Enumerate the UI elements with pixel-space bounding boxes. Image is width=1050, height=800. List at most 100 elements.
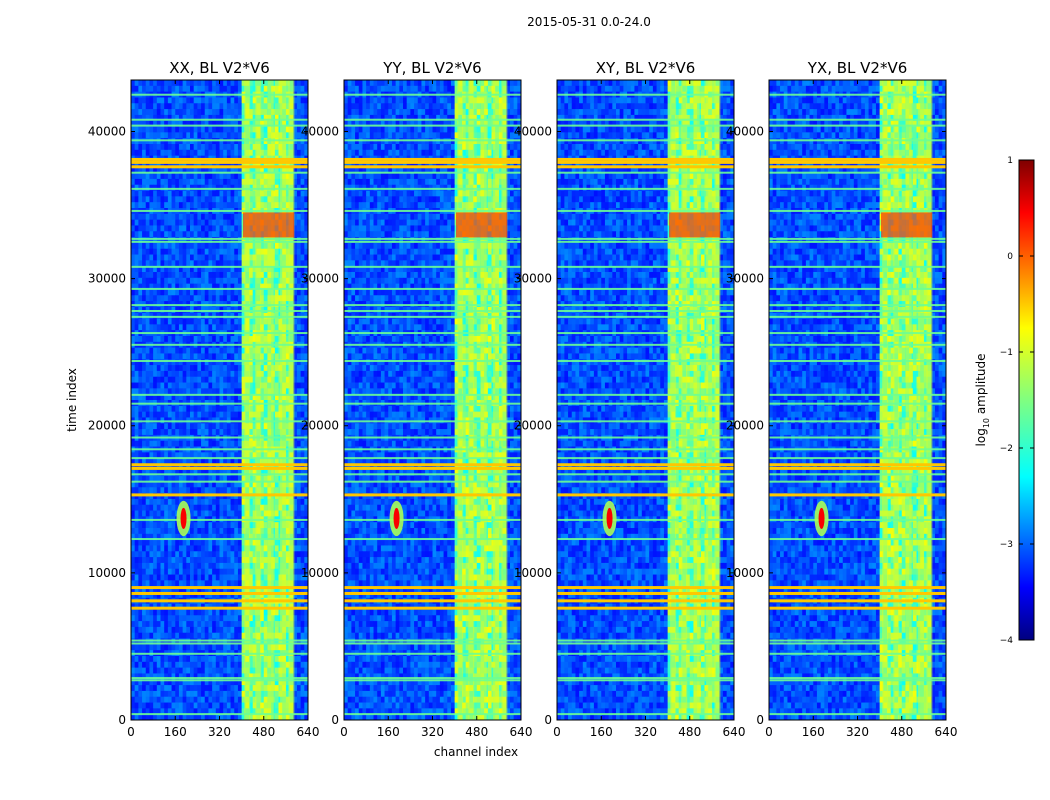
rfi-row-strong [557,160,734,164]
rfi-burst [243,212,295,238]
rfi-row [131,240,308,243]
rfi-row [131,420,308,423]
rfi-row [344,448,521,451]
rfi-row [769,209,946,212]
rfi-row [131,118,308,121]
rfi-row-strong [769,165,946,169]
x-tick-label: 160 [377,725,400,739]
rfi-row [131,93,308,96]
y-tick-label: 0 [544,713,552,727]
rfi-row [557,677,734,680]
y-tick-label: 20000 [88,419,126,433]
rfi-row [131,473,308,476]
rfi-row [769,436,946,439]
rfi-row [557,343,734,346]
rfi-column [706,80,713,720]
heatmap-image [557,80,734,720]
rfi-row-strong [557,493,734,497]
rfi-row-strong [344,586,521,590]
rfi-row-strong [557,591,734,595]
colorbar-label-main: log [974,428,988,446]
y-tick-label: 40000 [726,124,764,138]
rfi-row [344,343,521,346]
rfi-row [769,124,946,127]
rfi-row [557,124,734,127]
heatmap-image [769,80,946,720]
rfi-column [493,80,500,720]
rfi-row [769,420,946,423]
y-tick-label: 10000 [301,566,339,580]
rfi-column [905,80,912,720]
colorbar-tick-label: 1 [1007,156,1013,166]
rfi-row [557,360,734,363]
rfi-row [769,448,946,451]
rfi-row [131,124,308,127]
colorbar-label-sub: 10 [982,418,991,428]
rfi-row [131,518,308,521]
panel-yx: YX, BL V2*V6 0 160 320 480 640 0 10000 20000 3000… [726,59,958,739]
rfi-row [344,309,521,312]
x-tick-label: 0 [765,725,773,739]
rfi-row [557,309,734,312]
rfi-row-strong [557,463,734,467]
rfi-row [769,118,946,121]
rfi-row [557,652,734,655]
rfi-row [131,237,308,240]
colorbar-tick-label: −4 [1000,636,1014,646]
y-tick-label: 30000 [514,272,552,286]
rfi-row-strong [557,165,734,169]
rfi-column [501,80,508,720]
panel-title: YX, BL V2*V6 [807,59,908,77]
transient-core [818,507,825,530]
rfi-row-strong [344,466,521,470]
x-tick-label: 480 [252,725,275,739]
rfi-column [468,80,475,720]
rfi-row [769,713,946,716]
rfi-row [557,436,734,439]
rfi-row [344,93,521,96]
colorbar-gradient [1018,159,1035,641]
y-tick-label: 40000 [88,124,126,138]
rfi-row [769,518,946,521]
rfi-row [557,420,734,423]
y-tick-label: 40000 [301,124,339,138]
rfi-row [344,679,521,682]
rfi-row [344,639,521,642]
rfi-row [344,457,521,460]
rfi-row-strong [131,591,308,595]
rfi-row-strong [769,160,946,164]
rfi-row-strong [131,586,308,590]
rfi-row [557,171,734,174]
y-tick-label: 0 [331,713,339,727]
panel-title: XX, BL V2*V6 [169,59,270,77]
rfi-row [769,304,946,307]
rfi-row [344,315,521,318]
rfi-row [769,93,946,96]
rfi-row [557,139,734,142]
rfi-column [918,80,925,720]
rfi-row [131,309,308,312]
y-tick-label: 20000 [514,419,552,433]
rfi-row [769,360,946,363]
x-tick-label: 480 [465,725,488,739]
rfi-row [344,237,521,240]
rfi-row [344,538,521,541]
rfi-row-strong [131,606,308,610]
rfi-row [131,652,308,655]
x-tick-label: 320 [208,725,231,739]
rfi-row [557,332,734,335]
rfi-row [344,713,521,716]
x-tick-label: 160 [802,725,825,739]
x-tick-label: 0 [127,725,135,739]
x-tick-label: 320 [421,725,444,739]
rfi-row-strong [344,493,521,497]
rfi-column [280,80,287,720]
rfi-row [769,652,946,655]
rfi-row [344,642,521,645]
rfi-column [714,80,721,720]
rfi-row-strong [344,591,521,595]
rfi-column [670,80,677,720]
rfi-row-strong [344,165,521,169]
rfi-row [769,457,946,460]
rfi-row-strong [557,606,734,610]
